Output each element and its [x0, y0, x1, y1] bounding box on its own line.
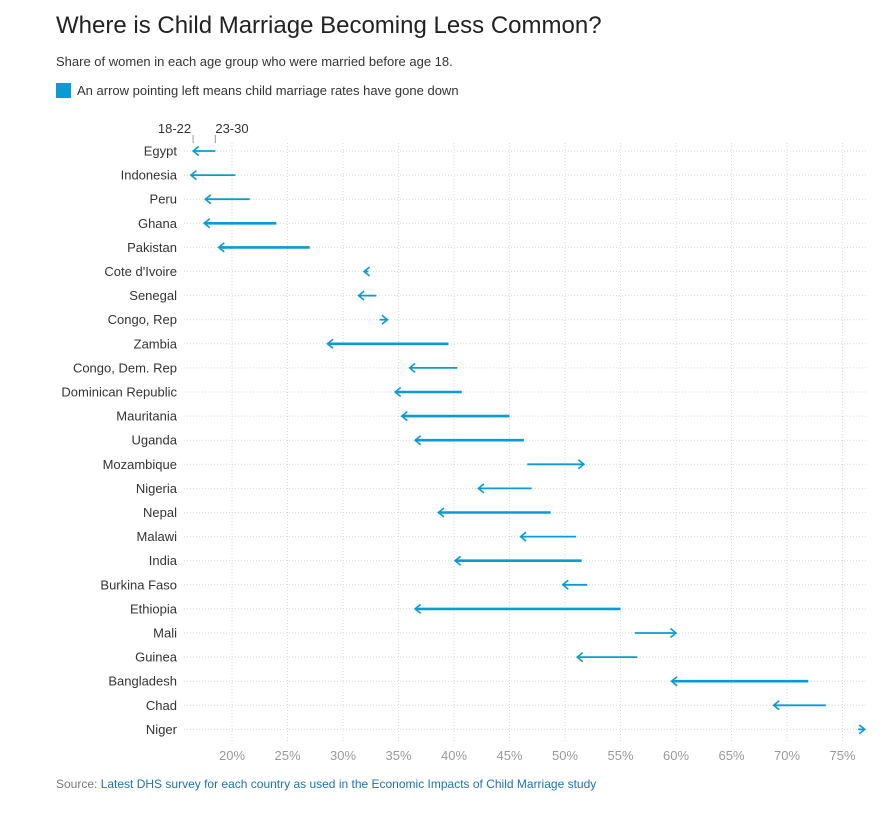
country-label: Egypt — [144, 144, 178, 159]
change-arrow-head — [191, 145, 200, 157]
legend-swatch — [56, 83, 71, 98]
country-label: Cote d'Ivoire — [104, 264, 177, 279]
source-link[interactable]: Latest DHS survey for each country as us… — [100, 777, 597, 791]
x-tick-label: 75% — [829, 748, 855, 763]
change-arrow-head — [408, 362, 416, 374]
x-tick-label: 55% — [607, 748, 633, 763]
change-arrow-head — [381, 314, 389, 325]
change-arrow-head — [217, 242, 225, 253]
x-tick-label: 50% — [552, 748, 578, 763]
country-label: Congo, Rep — [108, 312, 177, 327]
change-arrow-head — [393, 386, 402, 398]
x-tick-label: 45% — [496, 748, 522, 763]
x-tick-label: 20% — [219, 748, 245, 763]
country-label: Nepal — [143, 505, 177, 520]
country-label: Ghana — [138, 216, 178, 231]
change-arrow-head — [357, 290, 365, 301]
change-arrow-head — [400, 410, 408, 422]
country-label: Chad — [146, 698, 177, 713]
country-label: Ethiopia — [130, 601, 178, 616]
country-label: Zambia — [134, 336, 178, 351]
x-tick-label: 70% — [774, 748, 800, 763]
change-arrow-head — [670, 676, 678, 687]
chart-title: Where is Child Marriage Becoming Less Co… — [56, 12, 602, 39]
country-label: Nigeria — [136, 481, 178, 496]
change-arrow-head — [413, 435, 422, 446]
country-label: Mozambique — [103, 457, 177, 472]
country-label: Guinea — [135, 650, 178, 665]
older-age-label: 23-30 — [215, 121, 248, 136]
change-arrow-head — [577, 459, 586, 470]
x-tick-label: 30% — [330, 748, 356, 763]
country-label: Indonesia — [121, 168, 178, 183]
country-label: Bangladesh — [108, 674, 177, 689]
country-label: Niger — [146, 722, 178, 737]
change-arrow-head — [204, 194, 212, 205]
country-label: Malawi — [137, 529, 178, 544]
country-label: India — [149, 553, 178, 568]
country-label: Mali — [153, 626, 177, 641]
younger-age-label: 18-22 — [158, 121, 191, 136]
country-label: Pakistan — [127, 240, 177, 255]
source-prefix: Source: — [56, 777, 101, 791]
country-label: Burkina Faso — [100, 577, 177, 592]
change-arrow-head — [413, 603, 422, 615]
change-arrow-head — [326, 338, 334, 349]
chart-subtitle: Share of women in each age group who wer… — [56, 54, 453, 69]
country-label: Congo, Dem. Rep — [73, 360, 177, 375]
change-arrow-head — [669, 627, 678, 639]
change-arrow-head — [477, 483, 485, 494]
x-tick-label: 40% — [441, 748, 467, 763]
source-note: Source: Latest DHS survey for each count… — [56, 777, 596, 791]
change-arrow-head — [519, 531, 527, 542]
country-label: Peru — [150, 192, 177, 207]
change-arrow-head — [561, 579, 569, 590]
change-arrow-head — [189, 169, 197, 181]
x-tick-label: 25% — [274, 748, 300, 763]
country-label: Uganda — [131, 433, 177, 448]
change-arrow-head — [772, 700, 780, 711]
change-arrow-head — [362, 266, 371, 277]
x-tick-label: 60% — [663, 748, 689, 763]
change-arrow-head — [437, 507, 445, 518]
x-tick-label: 65% — [718, 748, 744, 763]
change-arrow-head — [858, 724, 866, 735]
legend: An arrow pointing left means child marri… — [56, 83, 459, 98]
x-tick-label: 35% — [385, 748, 411, 763]
change-arrow-head — [202, 218, 211, 229]
country-label: Senegal — [129, 288, 177, 303]
country-label: Mauritania — [116, 409, 177, 424]
country-label: Dominican Republic — [61, 385, 177, 400]
change-arrow-head — [453, 555, 462, 566]
change-arrow-head — [575, 651, 584, 663]
legend-text: An arrow pointing left means child marri… — [77, 83, 459, 98]
